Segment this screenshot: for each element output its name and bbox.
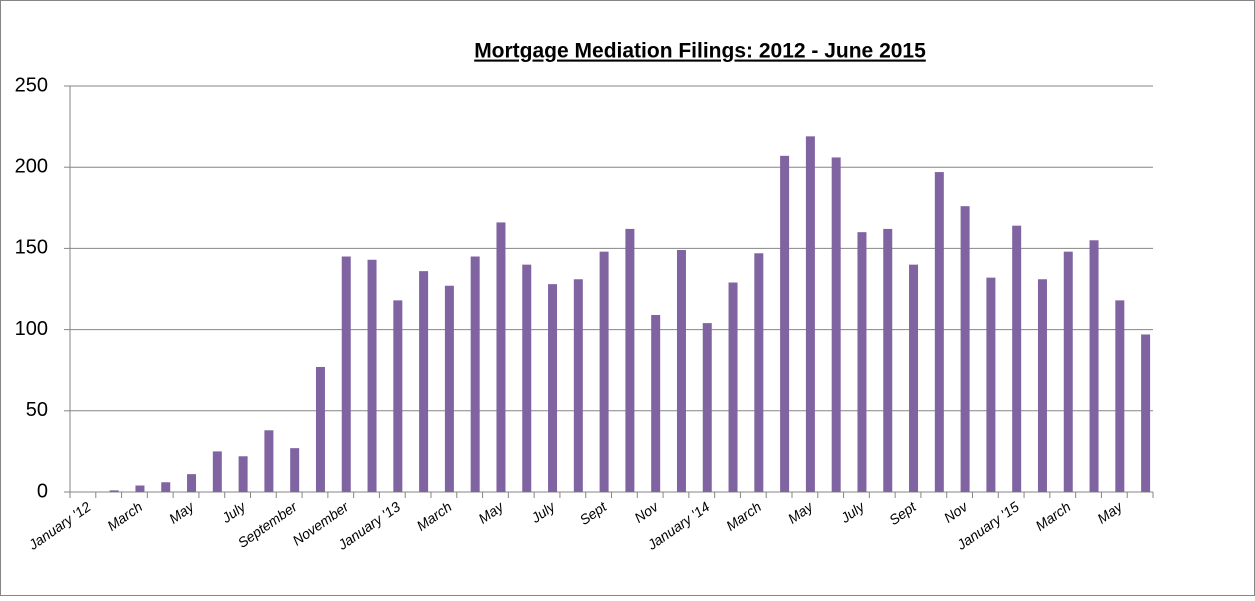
bar [805,136,815,492]
bar [1063,251,1073,492]
bar [470,256,480,492]
bar [702,323,712,492]
bar [625,228,635,493]
bar [883,228,893,493]
bar [754,253,764,492]
bar [960,206,970,492]
bar [934,172,944,492]
bar [238,456,248,492]
bar [548,284,558,492]
bar [161,482,171,492]
bar [290,448,300,492]
bar [264,430,274,492]
bar [1089,240,1099,492]
y-tick-label: 100 [15,318,48,340]
bar [780,155,790,492]
bar [1141,334,1151,492]
bar [986,277,996,492]
bar [573,279,583,492]
bar [109,490,119,492]
bar [831,157,841,492]
bar [1115,300,1125,492]
y-tick-label: 200 [15,155,48,177]
bar [341,256,351,492]
bar [444,285,454,492]
bar [187,474,197,492]
y-tick-label: 250 [15,74,48,96]
y-tick-label: 150 [15,237,48,259]
bar [212,451,222,492]
bar [522,264,532,492]
bar [909,264,919,492]
bar [651,314,661,492]
bar [419,271,429,492]
bar [857,232,867,492]
y-tick-label: 0 [37,480,48,502]
bar [393,300,403,492]
bar [315,366,325,492]
bar [135,485,145,492]
bar [599,251,609,492]
chart-title: Mortgage Mediation Filings: 2012 - June … [474,40,926,63]
bar [728,282,738,492]
bar [1037,279,1047,492]
y-tick-label: 50 [26,399,48,421]
bar [496,222,506,492]
bar [1012,225,1022,492]
bar [676,250,686,492]
bar [367,259,377,492]
